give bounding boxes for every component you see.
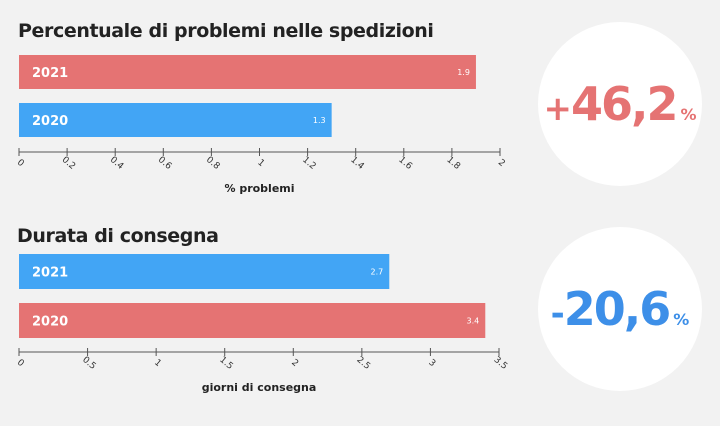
x-axis-label: % problemi — [224, 182, 294, 195]
value-label: 1.3 — [313, 116, 326, 125]
tick-label: 0.6 — [156, 155, 174, 172]
delivery-bar-chart: 2021 2.7 2020 3.4 0 0.5 1 1.5 2 2.5 3 3.5 giorni di … — [15, 254, 509, 394]
tick-label: 0.4 — [108, 155, 126, 172]
highlight-sign: - — [550, 294, 565, 334]
bar-2021 — [19, 55, 476, 89]
tick-label: 2 — [496, 158, 507, 169]
highlight-circle: - 20,6 % — [538, 227, 702, 391]
problems-bar-chart: 2021 1.9 2020 1.3 0 0.2 0.4 0.6 0.8 1 1.2 1.4 1.6 1.8… — [15, 55, 507, 195]
category-label: 2021 — [32, 66, 68, 81]
tick-label: 1.4 — [348, 155, 366, 172]
bar-2020 — [19, 103, 332, 137]
x-axis-label: giorni di consegna — [202, 381, 317, 394]
chart-panel-delivery: Durata di consegna 2021 2.7 2020 3.4 0 0.5 1 1.… — [0, 213, 720, 426]
chart-panel-problems: Percentuale di problemi nelle spedizioni… — [15, 20, 702, 195]
bar-2020 — [19, 303, 486, 338]
value-label: 2.7 — [371, 268, 384, 277]
bar-2021 — [19, 254, 390, 289]
tick-label: 3 — [426, 358, 437, 369]
tick-label: 2 — [289, 358, 300, 369]
highlight-number: 46,2 — [570, 77, 678, 131]
highlight-value: + 46,2 % — [543, 77, 696, 131]
chart-title: Percentuale di problemi nelle spedizioni — [18, 20, 434, 42]
tick-label: 1.8 — [444, 155, 462, 172]
highlight-value: - 20,6 % — [551, 282, 690, 336]
tick-label: 0.2 — [60, 155, 77, 172]
tick-label: 2.5 — [354, 355, 371, 372]
highlight-number: 20,6 — [563, 282, 671, 336]
category-label: 2020 — [32, 114, 68, 129]
tick-label: 0.5 — [80, 355, 97, 372]
tick-label: 0.8 — [204, 155, 222, 172]
tick-label: 1 — [152, 358, 163, 369]
highlight-unit: % — [673, 310, 690, 329]
chart-title: Durata di consegna — [17, 225, 219, 247]
tick-label: 1.6 — [396, 155, 414, 172]
highlight-sign: + — [543, 89, 571, 129]
highlight-unit: % — [680, 105, 697, 124]
category-label: 2020 — [32, 315, 68, 330]
tick-label: 1.5 — [217, 355, 234, 372]
highlight-circle: + 46,2 % — [538, 22, 702, 186]
tick-label: 0 — [15, 358, 26, 370]
tick-label: 1.2 — [300, 155, 317, 172]
value-label: 3.4 — [467, 317, 480, 326]
category-label: 2021 — [32, 266, 68, 281]
tick-label: 1 — [255, 158, 266, 169]
value-label: 1.9 — [457, 68, 470, 77]
tick-label: 3.5 — [492, 355, 509, 372]
tick-label: 0 — [15, 158, 26, 170]
